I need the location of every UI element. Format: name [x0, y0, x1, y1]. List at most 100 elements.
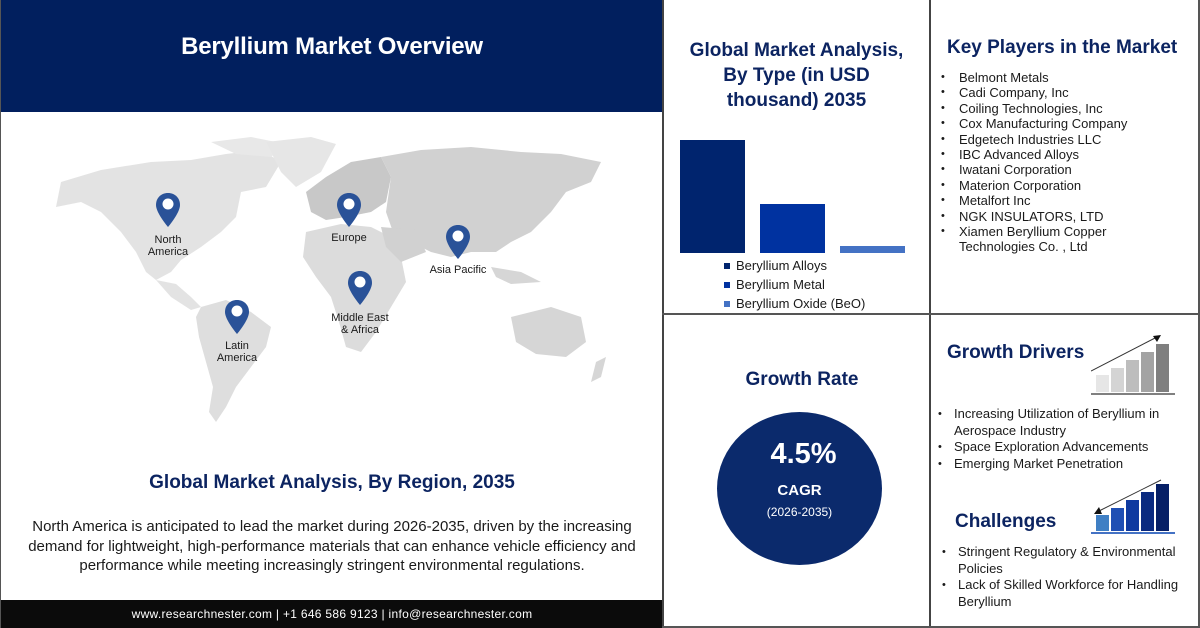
type-chart-title: Global Market Analysis, By Type (in USD …: [664, 38, 929, 113]
growth-rate-title: Growth Rate: [745, 369, 859, 390]
legend-item: Beryllium Oxide (BeO): [724, 294, 865, 313]
bullet-icon: •: [941, 71, 945, 83]
bullet-icon: •: [941, 163, 945, 176]
list-item: • NGK INSULATORS, LTD: [941, 209, 1179, 224]
legend-swatch-icon: [724, 262, 730, 269]
legend-swatch-icon: [724, 281, 730, 288]
player-name: Cox Manufacturing Company: [959, 116, 1128, 132]
map-pin-icon[interactable]: [445, 224, 471, 260]
cagr-label: CAGR: [777, 482, 822, 499]
growth-drivers-title: Growth Drivers: [947, 342, 1085, 363]
driver-text: Space Exploration Advancements: [954, 439, 1149, 454]
bullet-icon: •: [941, 117, 945, 130]
bullet-icon: •: [941, 86, 945, 99]
bullet-icon: •: [941, 194, 945, 207]
bullet-icon: •: [942, 546, 946, 558]
header-banner: Beryllium Market Overview: [1, 0, 663, 112]
challenges-title: Challenges: [955, 511, 1057, 532]
list-item: • Metalfort Inc: [941, 193, 1179, 208]
bar-beryllium-metal: [760, 204, 825, 253]
region-label-middle-east-africa: Middle East & Africa: [331, 312, 388, 336]
player-name: Edgetech Industries LLC: [959, 131, 1102, 147]
world-map: North America Europe Asia Pacific Middle…: [1, 112, 663, 462]
list-item: • Cadi Company, Inc: [941, 85, 1179, 100]
region-label-north-america: North America: [148, 234, 188, 258]
list-item: • Cox Manufacturing Company: [941, 116, 1179, 131]
bullet-icon: •: [942, 579, 946, 591]
legend-label: Beryllium Metal: [736, 277, 825, 292]
bullet-icon: •: [941, 101, 945, 114]
key-players-title: Key Players in the Market: [947, 37, 1178, 58]
page-title: Beryllium Market Overview: [181, 33, 483, 60]
region-label-line: North: [154, 234, 182, 246]
region-section-title: Global Market Analysis, By Region, 2035: [149, 472, 515, 493]
chart-legend: Beryllium Alloys Beryllium Metal Berylli…: [724, 256, 865, 313]
region-label-line: & Africa: [341, 324, 379, 336]
region-description: North America is anticipated to lead the…: [28, 518, 636, 574]
growth-drivers-list: • Increasing Utilization of Beryllium in …: [938, 406, 1189, 472]
player-name: Iwatani Corporation: [959, 162, 1072, 178]
world-map-icon: [56, 137, 606, 422]
legend-item: Beryllium Metal: [724, 275, 865, 294]
legend-swatch-icon: [724, 300, 730, 307]
divider: [662, 313, 1200, 315]
bar-beryllium-oxide: [840, 246, 905, 253]
list-item: • IBC Advanced Alloys: [941, 147, 1179, 162]
map-pin-icon[interactable]: [224, 299, 250, 335]
region-label-line: America: [216, 352, 258, 364]
title-line: thousand) 2035: [726, 90, 867, 111]
list-item: • Increasing Utilization of Beryllium in …: [938, 406, 1189, 439]
type-chart-panel: Global Market Analysis, By Type (in USD …: [664, 0, 929, 313]
player-name: Belmont Metals: [959, 70, 1049, 85]
challenge-text: Stringent Regulatory & Environmental Pol…: [958, 544, 1176, 576]
player-name: Materion Corporation: [959, 177, 1082, 193]
player-name: Coiling Technologies, Inc: [959, 100, 1103, 116]
bullet-icon: •: [941, 178, 945, 191]
region-label-line: Europe: [331, 232, 367, 244]
list-item: • Belmont Metals: [941, 70, 1179, 85]
drivers-challenges-panel: Growth Drivers • Increasing Utilization o…: [931, 315, 1198, 626]
cagr-value: 4.5%: [770, 438, 837, 470]
list-item: • Emerging Market Penetration: [938, 456, 1189, 473]
player-name: IBC Advanced Alloys: [959, 147, 1079, 163]
list-item: • Xiamen Beryllium Copper Technologies Co…: [941, 224, 1179, 255]
cagr-period: (2026-2035): [766, 505, 833, 519]
region-label-line: Middle East: [331, 312, 389, 324]
list-item: • Iwatani Corporation: [941, 162, 1179, 177]
driver-text: Emerging Market Penetration: [954, 455, 1124, 471]
decline-chart-icon: [1091, 479, 1175, 534]
bullet-icon: •: [938, 408, 942, 420]
map-pin-icon[interactable]: [155, 192, 181, 228]
footer-contact: www.researchnester.com | +1 646 586 9123…: [1, 600, 663, 628]
challenge-text: Lack of Skilled Workforce for Handling B…: [958, 577, 1179, 609]
player-name: NGK INSULATORS, LTD: [959, 208, 1104, 224]
list-item: • Coiling Technologies, Inc: [941, 101, 1179, 116]
growth-rate-panel: Growth Rate 4.5% CAGR (2026-2035): [664, 315, 929, 626]
map-pin-icon[interactable]: [336, 192, 362, 228]
bullet-icon: •: [938, 441, 942, 453]
region-label-latin-america: Latin America: [217, 340, 257, 364]
divider: [662, 626, 1200, 628]
bullet-icon: •: [941, 148, 945, 161]
bullet-icon: •: [941, 209, 945, 222]
list-item: • Lack of Skilled Workforce for Handling …: [942, 577, 1193, 610]
challenges-list: • Stringent Regulatory & Environmental Po…: [942, 544, 1193, 610]
key-players-list: • Belmont Metals • Cadi Company, Inc • Coil…: [941, 70, 1179, 255]
region-label-europe: Europe: [331, 232, 366, 244]
title-line: By Type (in USD: [723, 65, 870, 86]
list-item: • Stringent Regulatory & Environmental Po…: [942, 544, 1193, 577]
cagr-badge: 4.5% CAGR (2026-2035): [717, 412, 882, 565]
growth-chart-icon: [1091, 335, 1175, 395]
title-line: Global Market Analysis,: [689, 40, 904, 61]
map-pin-icon[interactable]: [347, 270, 373, 306]
region-label-asia-pacific: Asia Pacific: [430, 264, 487, 276]
region-label-line: Asia Pacific: [429, 264, 487, 276]
list-item: • Materion Corporation: [941, 178, 1179, 193]
legend-label: Beryllium Oxide (BeO): [736, 296, 866, 311]
region-overview-panel: Beryllium Market Overview: [0, 0, 663, 628]
bar-chart: [680, 138, 910, 253]
player-name: Metalfort Inc: [959, 193, 1031, 209]
region-label-line: America: [147, 246, 189, 258]
player-name: Cadi Company, Inc: [959, 85, 1069, 101]
divider: [1198, 0, 1200, 628]
